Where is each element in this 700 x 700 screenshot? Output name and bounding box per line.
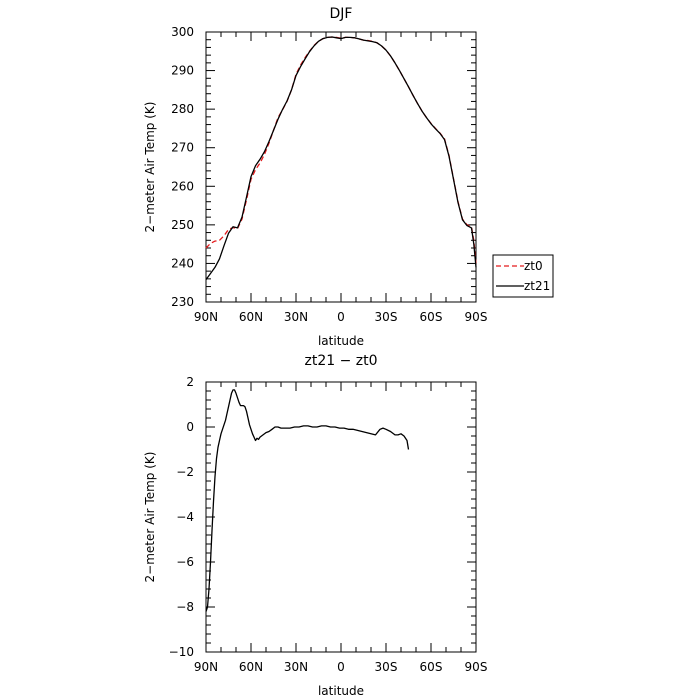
y-tick-label: 230 [171, 295, 194, 309]
y-tick-label: 290 [171, 64, 194, 78]
x-tick-label: 30N [284, 660, 308, 674]
x-tick-label: 60N [239, 660, 263, 674]
x-tick-label: 0 [337, 310, 345, 324]
x-tick-label: 90S [465, 310, 488, 324]
y-axis-label: 2−meter Air Temp (K) [143, 102, 157, 233]
y-tick-label: −4 [176, 510, 194, 524]
x-tick-label: 60N [239, 310, 263, 324]
series-lines [205, 389, 410, 612]
plot-frame [205, 31, 477, 303]
djf-temperature-chart: DJF 90N 60N 30N 0 30S 60S 90S 230 240 250 260 270 28… [143, 6, 554, 348]
series-line [205, 389, 410, 612]
chart-title: DJF [330, 6, 353, 22]
x-tick-label: 90S [465, 660, 488, 674]
x-tick-label: 30S [375, 660, 398, 674]
y-tick-label: 300 [171, 25, 194, 39]
y-tick-label: 2 [186, 375, 194, 389]
x-tick-label: 30N [284, 310, 308, 324]
series-line-zt21 [205, 36, 477, 280]
axis-ticks: 90N 60N 30N 0 30S 60S 90S 230 240 250 260 270 280 290… [171, 25, 487, 324]
x-axis-label: latitude [318, 334, 364, 348]
x-tick-label: 30S [375, 310, 398, 324]
plot-frame [205, 381, 477, 653]
y-tick-label: 0 [186, 420, 194, 434]
y-axis-label: 2−meter Air Temp (K) [143, 452, 157, 583]
y-tick-label: −10 [169, 645, 194, 659]
legend-label-zt21: zt21 [524, 279, 550, 293]
legend-box [492, 254, 554, 298]
chart-title: zt21 − zt0 [304, 353, 377, 369]
x-tick-label: 90N [194, 310, 218, 324]
y-tick-label: 270 [171, 141, 194, 155]
x-tick-label: 0 [337, 660, 345, 674]
y-tick-label: 240 [171, 256, 194, 270]
legend: zt0 zt21 [492, 254, 554, 298]
legend-label-zt0: zt0 [524, 259, 543, 273]
x-tick-label: 60S [420, 310, 443, 324]
y-tick-label: −2 [176, 465, 194, 479]
x-tick-label: 60S [420, 660, 443, 674]
x-tick-label: 90N [194, 660, 218, 674]
series-lines [205, 36, 477, 280]
y-tick-label: 260 [171, 179, 194, 193]
y-tick-label: −6 [176, 555, 194, 569]
x-axis-label: latitude [318, 684, 364, 698]
axis-ticks: 90N 60N 30N 0 30S 60S 90S −10 −8 −6 −4 −2 0 2 [169, 375, 488, 674]
difference-chart: zt21 − zt0 90N 60N 30N 0 30S 60S 90S −10 −8 −6 −4 −… [143, 353, 487, 698]
series-line-zt0 [205, 36, 477, 264]
y-tick-label: 280 [171, 102, 194, 116]
y-tick-label: 250 [171, 218, 194, 232]
y-tick-label: −8 [176, 600, 194, 614]
